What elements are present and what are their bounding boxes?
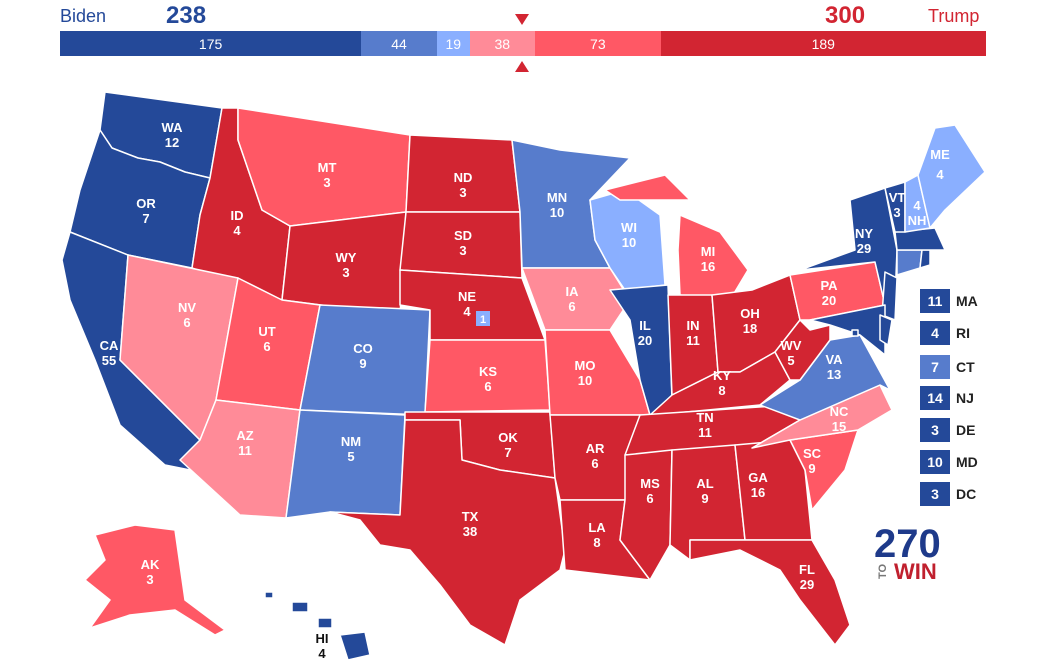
label-pa: PA 20 — [820, 278, 838, 308]
state-tx[interactable] — [329, 419, 566, 646]
small-state-abbr: MA — [956, 293, 978, 309]
label-nh: 4 NH — [908, 198, 927, 228]
label-wv: WV 5 — [781, 338, 802, 368]
label-mi: MI 16 — [701, 244, 715, 274]
small-state-abbr: DC — [956, 486, 977, 502]
small-state-abbr: CT — [956, 359, 975, 375]
label-ms: MS 6 — [640, 476, 660, 506]
label-nv: NV 6 — [178, 300, 196, 330]
state-ia[interactable] — [521, 267, 631, 331]
label-tx: TX 38 — [462, 509, 479, 539]
label-sd: SD 3 — [454, 228, 472, 258]
small-state-box: 4 — [920, 321, 950, 345]
label-ca: CA 55 — [100, 338, 119, 368]
label-ks: KS 6 — [479, 364, 497, 394]
small-state-box: 14 — [920, 386, 950, 410]
label-oh: OH 18 — [740, 306, 760, 336]
label-il: IL 20 — [638, 318, 652, 348]
small-state-abbr: DE — [956, 422, 976, 438]
ne-cd-label: 1 — [480, 314, 486, 326]
label-me: ME 4 — [930, 147, 950, 182]
state-wv[interactable] — [774, 319, 831, 381]
label-nm: NM 5 — [341, 434, 361, 464]
small-state-ma[interactable]: 11 MA — [920, 289, 978, 313]
bar-segment: 175 — [60, 31, 362, 56]
small-state-abbr: MD — [956, 454, 978, 470]
bar-segment: 19 — [436, 31, 470, 56]
electoral-vote-bar: 175 44 19 38 73 189 — [60, 31, 986, 56]
state-fl[interactable] — [689, 539, 851, 646]
label-nd: ND 3 — [454, 170, 473, 200]
label-ne: NE 4 — [458, 289, 476, 319]
label-sc: SC 9 — [803, 446, 822, 476]
label-id: ID 4 — [231, 208, 244, 238]
label-la: LA 8 — [588, 520, 606, 550]
label-ok: OK 7 — [498, 430, 518, 460]
small-state-box: 7 — [920, 355, 950, 379]
label-ia: IA 6 — [566, 284, 580, 314]
small-state-ri[interactable]: 4 RI — [920, 321, 970, 345]
state-dc[interactable] — [851, 329, 859, 337]
label-ny: NY 29 — [855, 226, 873, 256]
label-ut: UT 6 — [258, 324, 275, 354]
label-vt: VT 3 — [889, 190, 906, 220]
label-ky: KY 8 — [713, 368, 731, 398]
state-ak[interactable] — [84, 524, 226, 636]
label-az: AZ 11 — [236, 428, 253, 458]
small-state-box: 3 — [920, 482, 950, 506]
label-mn: MN 10 — [547, 190, 567, 220]
label-ar: AR 6 — [586, 441, 605, 471]
bar-segment: 73 — [535, 31, 661, 56]
label-mt: MT 3 — [318, 160, 337, 190]
state-ri[interactable] — [919, 249, 931, 269]
logo-number: 270 — [874, 522, 941, 566]
label-fl: FL 29 — [799, 562, 815, 592]
label-wi: WI 10 — [621, 220, 637, 250]
small-state-de[interactable]: 3 DE — [920, 418, 975, 442]
bar-segment: 189 — [660, 31, 986, 56]
label-al: AL 9 — [696, 476, 713, 506]
bar-segment: 38 — [469, 31, 535, 56]
biden-name: Biden — [60, 6, 107, 26]
270towin-logo[interactable]: 270 TO WIN — [872, 517, 962, 587]
small-state-ct[interactable]: 7 CT — [920, 355, 975, 379]
threshold-marker-bottom — [515, 61, 529, 72]
label-ga: GA 16 — [748, 470, 768, 500]
label-wa: WA 12 — [162, 120, 184, 150]
logo-to: TO — [877, 563, 889, 579]
state-ct[interactable] — [896, 249, 923, 276]
label-or: OR 7 — [136, 196, 156, 226]
label-hi: HI 4 — [316, 631, 329, 661]
logo-win: WIN — [894, 559, 937, 584]
small-state-nj[interactable]: 14 NJ — [920, 386, 974, 410]
label-ak: AK 3 — [141, 557, 160, 587]
ne-cd-box[interactable] — [476, 311, 490, 326]
state-me[interactable] — [917, 124, 986, 229]
state-hi[interactable] — [264, 591, 371, 661]
label-wy: WY 3 — [336, 250, 357, 280]
state-md[interactable] — [809, 304, 886, 356]
small-state-box: 10 — [920, 450, 950, 474]
label-nc: NC 15 — [830, 404, 849, 434]
state-nm[interactable] — [285, 409, 406, 519]
small-state-dc[interactable]: 3 DC — [920, 482, 976, 506]
trump-name: Trump — [928, 6, 980, 26]
label-mo: MO 10 — [575, 358, 596, 388]
biden-total: 238 — [166, 2, 207, 29]
label-tn: TN 11 — [696, 410, 713, 440]
label-co: CO 9 — [353, 341, 373, 371]
trump-total: 300 — [825, 2, 866, 29]
small-state-md[interactable]: 10 MD — [920, 450, 978, 474]
label-va: VA 13 — [825, 352, 843, 382]
bar-segment: 44 — [361, 31, 437, 56]
small-state-abbr: RI — [956, 325, 970, 341]
small-state-abbr: NJ — [956, 390, 974, 406]
state-de[interactable] — [879, 314, 893, 346]
small-state-box: 3 — [920, 418, 950, 442]
label-in: IN 11 — [686, 318, 700, 348]
threshold-marker-top — [515, 14, 529, 25]
small-state-box: 11 — [920, 289, 950, 313]
